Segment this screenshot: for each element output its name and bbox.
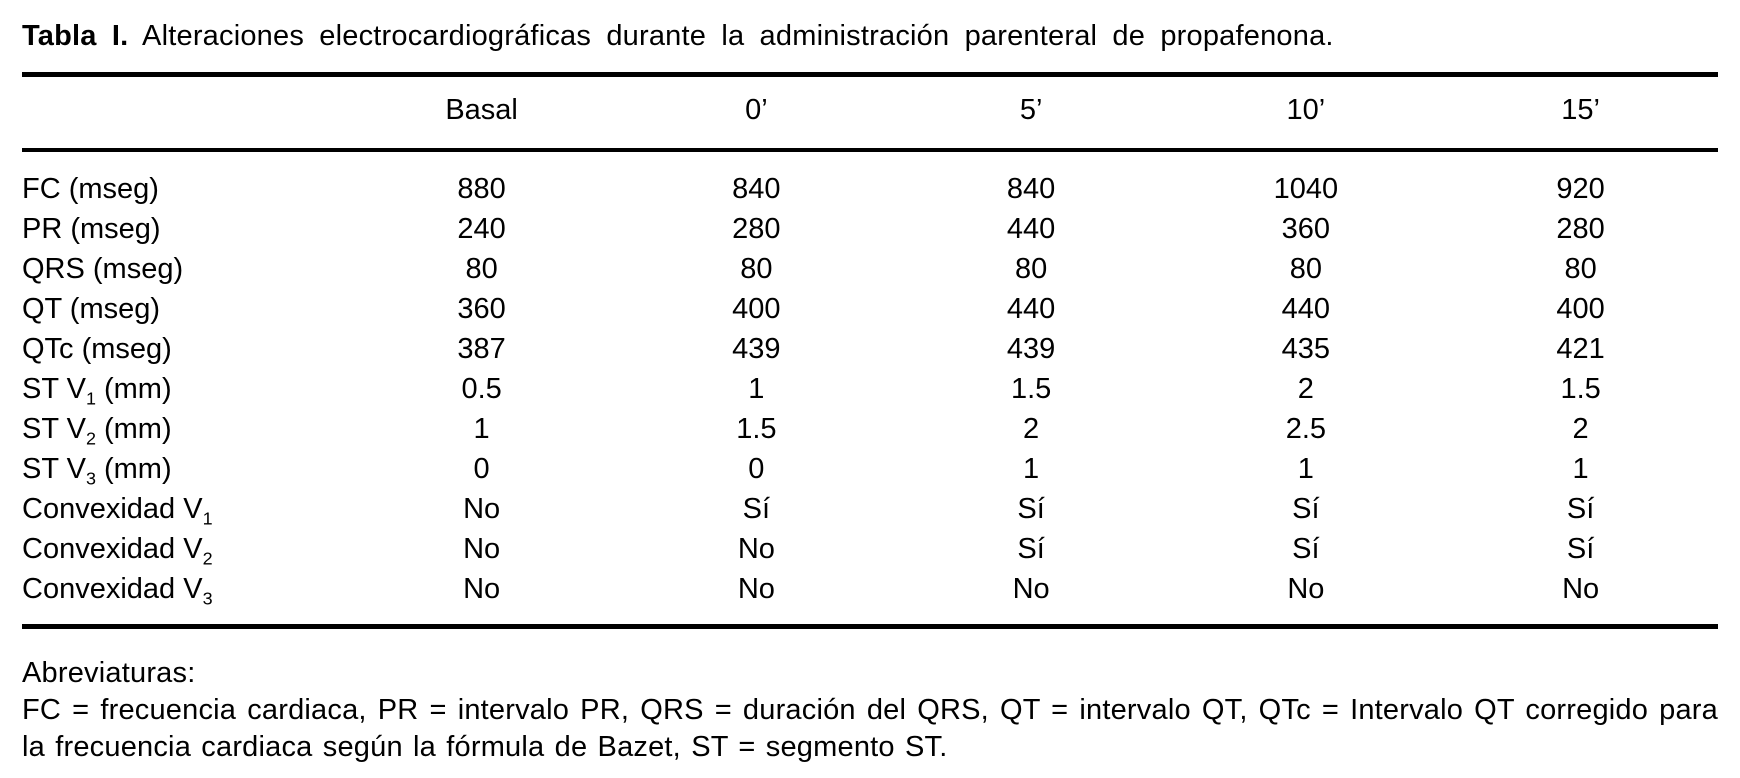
row-label: QTc (mseg) xyxy=(22,333,172,365)
row-label: Convexidad V2 xyxy=(22,533,213,569)
table-header: Basal 0’ 5’ 10’ 15’ xyxy=(22,74,1718,152)
cell-value: 1 xyxy=(1297,453,1314,485)
cell-value: 360 xyxy=(1281,213,1331,245)
cell-value: 1040 xyxy=(1273,173,1339,205)
cell-value: 240 xyxy=(457,213,506,245)
cell-value: 80 xyxy=(1564,253,1597,285)
row-label: ST V2 (mm) xyxy=(22,413,172,449)
cell-value: 80 xyxy=(1289,253,1322,285)
cell-value: 1 xyxy=(748,373,765,405)
cell-value: 2.5 xyxy=(1285,413,1327,445)
table-row: ST V2 (mm) 1 1.5 2 2.5 2 xyxy=(22,409,1718,449)
table-row: QTc (mseg) 387 439 439 435 421 xyxy=(22,329,1718,369)
row-label: ST V1 (mm) xyxy=(22,373,172,409)
table-title-text: Alteraciones electrocardiográficas duran… xyxy=(142,20,1334,52)
table-row: Convexidad V2 No No Sí Sí Sí xyxy=(22,529,1718,569)
cell-value: Sí xyxy=(742,493,771,525)
cell-value: No xyxy=(463,533,501,565)
cell-value: Sí xyxy=(1017,493,1045,525)
cell-value: 1 xyxy=(1572,453,1589,485)
cell-value: 360 xyxy=(457,293,506,325)
cell-value: 400 xyxy=(1556,293,1605,325)
table-title: Tabla I. Alteraciones electrocardiográfi… xyxy=(22,16,1718,56)
column-header-15min: 15’ xyxy=(1443,74,1718,152)
ecg-table: Basal 0’ 5’ 10’ 15’ FC (mseg) 880 840 84… xyxy=(22,72,1718,629)
cell-value: 80 xyxy=(465,253,498,285)
cell-value: 880 xyxy=(457,173,506,205)
cell-value: 440 xyxy=(1006,293,1056,325)
table-row: PR (mseg) 240 280 440 360 280 xyxy=(22,209,1718,249)
cell-value: 439 xyxy=(732,333,781,365)
cell-value: Sí xyxy=(1017,533,1045,565)
cell-value: 840 xyxy=(1006,173,1056,205)
row-label: QRS (mseg) xyxy=(22,253,184,285)
cell-value: Sí xyxy=(1292,533,1320,565)
row-label: QT (mseg) xyxy=(22,293,161,325)
cell-value: Sí xyxy=(1566,493,1595,525)
table-row: ST V3 (mm) 0 0 1 1 1 xyxy=(22,449,1718,489)
cell-value: No xyxy=(1012,573,1050,605)
cell-value: 280 xyxy=(732,213,781,245)
row-label: FC (mseg) xyxy=(22,173,159,205)
column-header-0min: 0’ xyxy=(618,74,894,152)
cell-value: 80 xyxy=(1014,253,1048,285)
table-body: FC (mseg) 880 840 840 1040 920 PR (mseg)… xyxy=(22,150,1718,627)
cell-value: 1.5 xyxy=(1560,373,1601,405)
cell-value: 1.5 xyxy=(736,413,777,445)
column-header-empty xyxy=(22,74,345,152)
cell-value: Sí xyxy=(1292,493,1320,525)
cell-value: No xyxy=(463,573,501,605)
cell-value: 387 xyxy=(457,333,506,365)
cell-value: 840 xyxy=(732,173,781,205)
cell-value: 439 xyxy=(1006,333,1056,365)
cell-value: 435 xyxy=(1281,333,1331,365)
row-label: Convexidad V3 xyxy=(22,573,213,609)
table-title-label: Tabla I. xyxy=(22,20,129,52)
cell-value: Sí xyxy=(1566,533,1595,565)
footnote-text: FC = frecuencia cardiaca, PR = intervalo… xyxy=(22,694,1718,763)
cell-value: 1 xyxy=(473,413,490,445)
cell-value: No xyxy=(1562,573,1600,605)
cell-value: No xyxy=(463,493,501,525)
cell-value: No xyxy=(1287,573,1325,605)
footnote: Abreviaturas: FC = frecuencia cardiaca, … xyxy=(22,655,1718,766)
column-header-10min: 10’ xyxy=(1168,74,1444,152)
cell-value: 2 xyxy=(1572,413,1589,445)
cell-value: 440 xyxy=(1006,213,1056,245)
row-label: Convexidad V1 xyxy=(22,493,213,529)
cell-value: 280 xyxy=(1556,213,1605,245)
cell-value: No xyxy=(737,533,775,565)
table-row: FC (mseg) 880 840 840 1040 920 xyxy=(22,150,1718,209)
cell-value: 400 xyxy=(732,293,781,325)
cell-value: No xyxy=(737,573,775,605)
column-header-5min: 5’ xyxy=(893,74,1169,152)
column-header-basal: Basal xyxy=(344,74,619,152)
cell-value: 0.5 xyxy=(461,373,502,405)
cell-value: 0 xyxy=(473,453,490,485)
cell-value: 440 xyxy=(1281,293,1331,325)
footnote-heading: Abreviaturas: xyxy=(22,657,196,689)
cell-value: 1 xyxy=(1023,453,1040,485)
row-label: PR (mseg) xyxy=(22,213,161,245)
table-row: ST V1 (mm) 0.5 1 1.5 2 1.5 xyxy=(22,369,1718,409)
header-row: Basal 0’ 5’ 10’ 15’ xyxy=(22,74,1718,152)
table-row: QRS (mseg) 80 80 80 80 80 xyxy=(22,249,1718,289)
cell-value: 2 xyxy=(1023,413,1040,445)
cell-value: 2 xyxy=(1297,373,1314,405)
table-row: Convexidad V3 No No No No No xyxy=(22,569,1718,627)
cell-value: 920 xyxy=(1556,173,1605,205)
table-row: Convexidad V1 No Sí Sí Sí Sí xyxy=(22,489,1718,529)
table-row: QT (mseg) 360 400 440 440 400 xyxy=(22,289,1718,329)
cell-value: 1.5 xyxy=(1010,373,1052,405)
cell-value: 421 xyxy=(1556,333,1605,365)
cell-value: 0 xyxy=(748,453,765,485)
cell-value: 80 xyxy=(740,253,773,285)
row-label: ST V3 (mm) xyxy=(22,453,172,489)
